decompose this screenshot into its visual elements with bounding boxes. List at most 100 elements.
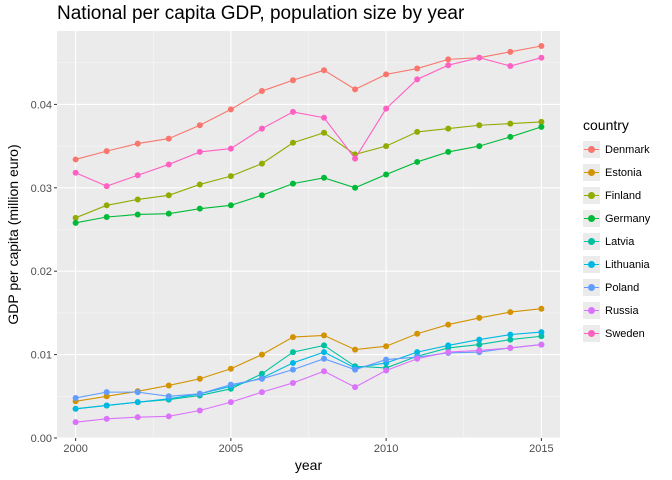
data-point-germany bbox=[258, 192, 265, 199]
data-point-estonia bbox=[289, 334, 296, 341]
legend-key-point bbox=[588, 307, 595, 314]
series-estonia bbox=[72, 305, 545, 405]
data-point-estonia bbox=[258, 351, 265, 358]
data-point-lithuania bbox=[507, 331, 514, 338]
data-point-estonia bbox=[352, 346, 359, 353]
series-germany bbox=[72, 123, 545, 226]
data-point-finland bbox=[538, 118, 545, 125]
legend-item-sweden: Sweden bbox=[583, 322, 650, 345]
legend-label-sweden: Sweden bbox=[605, 327, 645, 340]
legend-label-lithuania: Lithuania bbox=[605, 258, 650, 271]
series-finland bbox=[72, 118, 545, 221]
data-point-sweden bbox=[352, 155, 359, 162]
legend-key-point bbox=[588, 330, 595, 337]
data-point-estonia bbox=[196, 375, 203, 382]
data-point-russia bbox=[103, 415, 110, 422]
data-point-lithuania bbox=[321, 349, 328, 356]
legend-label-latvia: Latvia bbox=[605, 235, 635, 248]
data-point-estonia bbox=[538, 305, 545, 312]
data-point-russia bbox=[476, 347, 483, 354]
data-point-germany bbox=[165, 210, 172, 217]
data-point-sweden bbox=[103, 183, 110, 190]
data-point-germany bbox=[445, 148, 452, 155]
data-point-latvia bbox=[476, 341, 483, 348]
x-axis-label: year bbox=[295, 457, 323, 473]
data-point-lithuania bbox=[538, 329, 545, 336]
data-point-sweden bbox=[507, 63, 514, 70]
x-tick-label: 2005 bbox=[219, 443, 243, 455]
legend-key-lithuania bbox=[583, 256, 600, 273]
series-line-denmark bbox=[75, 45, 542, 160]
data-point-russia bbox=[165, 413, 172, 420]
data-point-denmark bbox=[352, 86, 359, 93]
legend-key-point bbox=[588, 261, 595, 268]
data-point-germany bbox=[476, 143, 483, 150]
series-line-estonia bbox=[75, 308, 542, 402]
data-point-sweden bbox=[227, 145, 234, 152]
data-point-finland bbox=[72, 214, 79, 221]
data-point-denmark bbox=[538, 43, 545, 50]
data-point-germany bbox=[321, 174, 328, 181]
legend-items: Denmark Estonia Finland Germany Latvia Lithua… bbox=[583, 138, 650, 345]
legend: country Denmark Estonia Finland Germany Latv… bbox=[583, 117, 650, 345]
series-line-poland bbox=[75, 344, 542, 399]
series-line-sweden bbox=[75, 57, 542, 187]
data-point-denmark bbox=[103, 148, 110, 155]
data-point-estonia bbox=[383, 343, 390, 350]
data-point-russia bbox=[289, 379, 296, 386]
data-point-poland bbox=[258, 375, 265, 382]
data-point-poland bbox=[352, 366, 359, 373]
data-point-denmark bbox=[289, 77, 296, 84]
data-point-russia bbox=[196, 407, 203, 414]
data-point-denmark bbox=[383, 71, 390, 78]
data-point-germany bbox=[72, 219, 79, 226]
data-point-sweden bbox=[134, 172, 141, 179]
data-point-russia bbox=[352, 384, 359, 391]
series-layer bbox=[72, 43, 545, 426]
data-point-germany bbox=[383, 171, 390, 178]
data-point-finland bbox=[196, 181, 203, 188]
series-line-finland bbox=[75, 121, 542, 219]
legend-label-finland: Finland bbox=[605, 189, 642, 202]
data-point-denmark bbox=[258, 88, 265, 95]
data-point-finland bbox=[414, 128, 421, 135]
data-point-denmark bbox=[414, 65, 421, 72]
data-point-germany bbox=[227, 202, 234, 209]
data-point-lithuania bbox=[476, 336, 483, 343]
series-line-lithuania bbox=[75, 331, 542, 410]
legend-item-estonia: Estonia bbox=[583, 161, 650, 184]
y-tick-label: 0.04 bbox=[31, 99, 52, 111]
data-point-lithuania bbox=[134, 399, 141, 406]
legend-key-estonia bbox=[583, 164, 600, 181]
x-tick-label: 2000 bbox=[63, 443, 87, 455]
data-point-sweden bbox=[538, 54, 545, 61]
data-point-russia bbox=[134, 414, 141, 421]
data-point-denmark bbox=[321, 67, 328, 74]
data-point-russia bbox=[445, 349, 452, 356]
data-point-finland bbox=[476, 122, 483, 129]
data-point-poland bbox=[134, 389, 141, 396]
data-point-finland bbox=[258, 160, 265, 167]
data-point-estonia bbox=[445, 321, 452, 328]
legend-key-denmark bbox=[583, 141, 600, 158]
data-point-finland bbox=[165, 192, 172, 199]
data-point-finland bbox=[134, 196, 141, 203]
data-point-estonia bbox=[414, 330, 421, 337]
legend-key-point bbox=[588, 192, 595, 199]
legend-label-russia: Russia bbox=[605, 304, 639, 317]
data-point-estonia bbox=[507, 309, 514, 316]
data-point-denmark bbox=[196, 122, 203, 129]
legend-key-russia bbox=[583, 302, 600, 319]
data-point-poland bbox=[383, 356, 390, 363]
x-tick-label: 2015 bbox=[529, 443, 553, 455]
data-point-russia bbox=[258, 389, 265, 396]
y-tick-label: 0.02 bbox=[31, 266, 52, 278]
y-tick-label: 0.03 bbox=[31, 183, 52, 195]
data-point-poland bbox=[289, 366, 296, 373]
data-point-lithuania bbox=[72, 405, 79, 412]
data-point-russia bbox=[321, 368, 328, 375]
data-point-sweden bbox=[165, 161, 172, 168]
data-point-finland bbox=[321, 129, 328, 136]
y-tick-label: 0.00 bbox=[31, 433, 52, 445]
